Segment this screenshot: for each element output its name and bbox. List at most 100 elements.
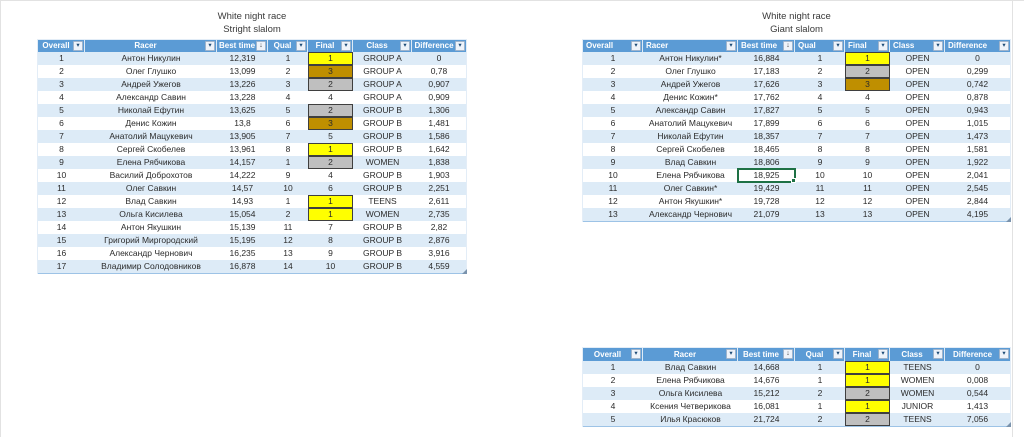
- cell-best-time[interactable]: 13,226: [229, 79, 256, 89]
- cell-class[interactable]: OPEN: [905, 183, 930, 193]
- cell-final[interactable]: 7: [865, 131, 870, 141]
- cell-overall[interactable]: 11: [57, 183, 66, 193]
- table-resize-handle[interactable]: [1006, 217, 1011, 222]
- cell-overall[interactable]: 16: [56, 248, 67, 258]
- cell-overall[interactable]: 1: [610, 362, 616, 372]
- cell-racer[interactable]: Ольга Кисилева: [119, 209, 183, 219]
- cell-qual[interactable]: 12: [815, 196, 825, 206]
- cell-best-time[interactable]: 13,905: [229, 131, 256, 141]
- cell-best-time[interactable]: 19,728: [753, 196, 780, 206]
- cell-racer[interactable]: Николай Ефутин: [117, 105, 185, 115]
- filter-dropdown-icon[interactable]: ▾: [726, 349, 736, 359]
- cell-class[interactable]: GROUP B: [362, 261, 403, 271]
- cell-final[interactable]: 9: [328, 248, 333, 258]
- cell-qual[interactable]: 3: [817, 79, 823, 89]
- cell-racer[interactable]: Александр Савин: [116, 92, 186, 102]
- cell-qual[interactable]: 13: [283, 248, 293, 258]
- cell-class[interactable]: WOMEN: [900, 375, 935, 385]
- cell-difference[interactable]: 0: [975, 53, 980, 63]
- cell-class[interactable]: OPEN: [905, 170, 930, 180]
- cell-difference[interactable]: 1,903: [428, 170, 450, 180]
- cell-qual[interactable]: 5: [285, 105, 291, 115]
- cell-qual[interactable]: 6: [817, 118, 823, 128]
- cell-racer[interactable]: Елена Рябчикова: [656, 170, 725, 180]
- cell-class[interactable]: OPEN: [905, 157, 930, 167]
- cell-final[interactable]: 1: [308, 208, 353, 221]
- cell-racer[interactable]: Олег Глушко: [665, 66, 716, 76]
- cell-best-time[interactable]: 13,8: [234, 118, 251, 128]
- cell-qual[interactable]: 2: [817, 388, 823, 398]
- cell-difference[interactable]: 1,838: [428, 157, 450, 167]
- cell-class[interactable]: TEENS: [368, 196, 397, 206]
- cell-difference[interactable]: 2,611: [428, 196, 450, 206]
- cell-final[interactable]: 10: [862, 170, 873, 180]
- cell-best-time[interactable]: 14,57: [231, 183, 254, 193]
- cell-qual[interactable]: 2: [285, 66, 291, 76]
- cell-racer[interactable]: Олег Савкин*: [663, 183, 718, 193]
- cell-racer[interactable]: Антон Никулин: [121, 53, 181, 63]
- cell-qual[interactable]: 11: [283, 222, 293, 232]
- cell-difference[interactable]: 4,559: [428, 261, 450, 271]
- cell-best-time[interactable]: 16,878: [229, 261, 256, 271]
- cell-racer[interactable]: Олег Глушко: [125, 66, 177, 76]
- cell-class[interactable]: GROUP B: [362, 235, 403, 245]
- cell-difference[interactable]: 0,78: [430, 66, 448, 76]
- cell-best-time[interactable]: 13,961: [229, 144, 256, 154]
- cell-best-time[interactable]: 19,429: [753, 183, 780, 193]
- cell-best-time[interactable]: 21,724: [753, 414, 780, 424]
- cell-qual[interactable]: 6: [285, 118, 291, 128]
- cell-overall[interactable]: 5: [610, 105, 616, 115]
- cell-final[interactable]: 6: [865, 118, 870, 128]
- cell-qual[interactable]: 2: [817, 66, 823, 76]
- cell-overall[interactable]: 1: [59, 53, 64, 63]
- cell-difference[interactable]: 1,586: [428, 131, 450, 141]
- cell-final[interactable]: 9: [865, 157, 870, 167]
- cell-difference[interactable]: 0,544: [966, 388, 989, 398]
- filter-dropdown-icon[interactable]: ▾: [631, 349, 641, 359]
- cell-racer[interactable]: Влад Савкин: [664, 362, 717, 372]
- cell-difference[interactable]: 0: [975, 362, 980, 372]
- sort-filter-icon[interactable]: ↓: [783, 41, 793, 51]
- filter-dropdown-icon[interactable]: ▾: [933, 41, 943, 51]
- cell-overall[interactable]: 4: [59, 92, 64, 102]
- cell-best-time[interactable]: 14,93: [231, 196, 254, 206]
- cell-class[interactable]: OPEN: [905, 196, 930, 206]
- cell-class[interactable]: GROUP B: [362, 248, 403, 258]
- cell-racer[interactable]: Денис Кожин: [125, 118, 177, 128]
- cell-best-time[interactable]: 17,827: [753, 105, 780, 115]
- cell-overall[interactable]: 4: [610, 401, 616, 411]
- cell-difference[interactable]: 0,742: [966, 79, 989, 89]
- cell-overall[interactable]: 13: [608, 209, 618, 219]
- cell-class[interactable]: TEENS: [903, 414, 932, 424]
- cell-racer[interactable]: Влад Савкин: [125, 196, 177, 206]
- cell-racer[interactable]: Василий Доброхотов: [109, 170, 193, 180]
- cell-qual[interactable]: 3: [285, 79, 291, 89]
- cell-overall[interactable]: 2: [59, 66, 64, 76]
- filter-dropdown-icon[interactable]: ▾: [455, 41, 465, 51]
- cell-final[interactable]: 2: [308, 104, 353, 117]
- cell-class[interactable]: GROUP B: [362, 144, 403, 154]
- table-resize-handle[interactable]: [1006, 422, 1011, 427]
- cell-best-time[interactable]: 15,195: [229, 235, 256, 245]
- cell-difference[interactable]: 2,251: [428, 183, 450, 193]
- cell-best-time[interactable]: 13,625: [229, 105, 256, 115]
- cell-overall[interactable]: 6: [59, 118, 64, 128]
- cell-best-time[interactable]: 14,676: [753, 375, 780, 385]
- cell-class[interactable]: GROUP B: [362, 183, 403, 193]
- cell-qual[interactable]: 4: [285, 92, 291, 102]
- cell-final[interactable]: 1: [308, 195, 353, 208]
- cell-racer[interactable]: Андрей Ужегов: [121, 79, 181, 89]
- cell-final[interactable]: 4: [328, 170, 333, 180]
- cell-difference[interactable]: 0,878: [966, 92, 989, 102]
- cell-difference[interactable]: 2,844: [966, 196, 989, 206]
- cell-class[interactable]: GROUP B: [362, 170, 403, 180]
- cell-class[interactable]: WOMEN: [900, 388, 935, 398]
- cell-final[interactable]: 8: [865, 144, 870, 154]
- cell-qual[interactable]: 14: [283, 261, 293, 271]
- cell-overall[interactable]: 8: [59, 144, 64, 154]
- cell-final[interactable]: 5: [865, 105, 870, 115]
- cell-difference[interactable]: 0: [436, 53, 442, 63]
- cell-difference[interactable]: 1,473: [966, 131, 989, 141]
- cell-final[interactable]: 2: [308, 78, 353, 91]
- cell-best-time[interactable]: 21,079: [753, 209, 780, 219]
